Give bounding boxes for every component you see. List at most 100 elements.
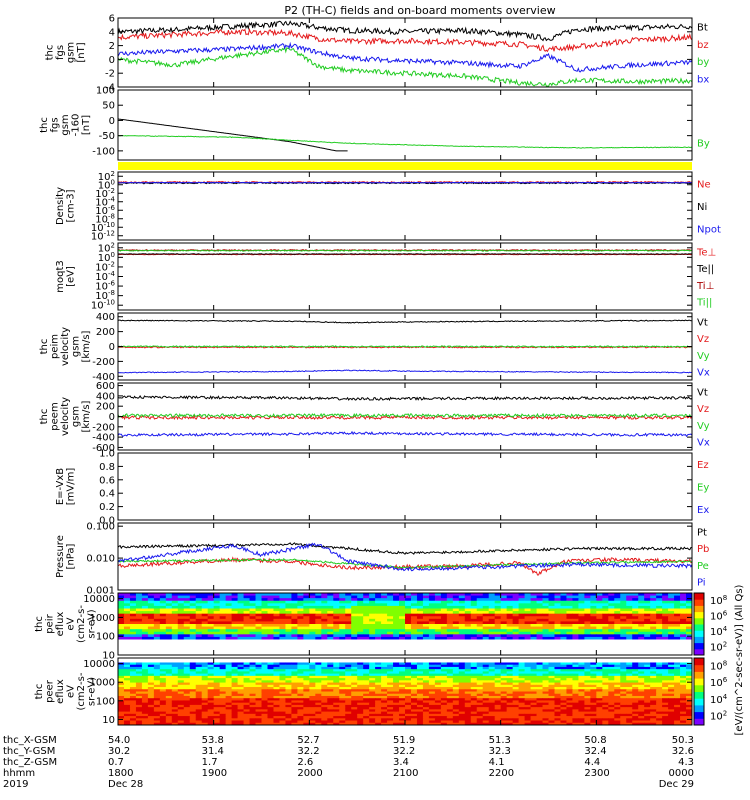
y-tick-label: 400 <box>96 391 115 402</box>
y-axis-label: sr-eV) <box>86 609 97 638</box>
colorbar-cell <box>694 648 704 656</box>
legend-Bt: Bt <box>697 23 708 34</box>
y-axis-label: peer <box>44 679 55 703</box>
colorbar-cell <box>694 698 704 706</box>
y-tick-label: 0.8 <box>99 462 115 473</box>
y-axis-label: Pressure <box>55 535 66 578</box>
series-line-Vz <box>118 345 692 349</box>
y-axis-label: Density <box>55 187 66 225</box>
panel-frame <box>117 522 693 591</box>
y-axis-label: thc <box>34 684 45 700</box>
series-group <box>118 118 692 152</box>
y-tick-label: -4 <box>105 83 115 94</box>
flag-bar <box>118 162 692 170</box>
y-axis-label: thc <box>39 339 50 355</box>
colorbar-cell <box>694 711 704 719</box>
y-axis-label: thc <box>44 45 55 61</box>
time-axis-value: Dec 29 <box>659 779 694 790</box>
time-axis-row-label: thc_Y-GSM <box>3 746 55 757</box>
time-axis-value: 50.3 <box>672 735 694 746</box>
time-axis-value: 32.6 <box>672 746 694 757</box>
heatmap-cells <box>118 658 692 725</box>
colorbar-cell <box>694 718 704 726</box>
y-tick-label: 2 <box>109 41 115 52</box>
panel-pressure: Pt Pb Pe Pi 0.100 0.010 0.001 Pressure [nPa] <box>55 522 710 597</box>
series-line-Vt <box>118 394 692 402</box>
legend-Ni: Ni <box>697 202 707 213</box>
time-axis-value: 32.3 <box>489 746 511 757</box>
y-axis-label: [nPa] <box>65 543 76 569</box>
time-axis-row-label: thc_X-GSM <box>3 735 57 746</box>
legend-Te||: Te|| <box>696 264 714 275</box>
panel-fgs_dev: By 100 50 0 -50 -100 thc fgs gsm -160 [nT] <box>39 86 710 161</box>
y-tick-label: 0 <box>109 55 115 66</box>
time-axis-value: Dec 28 <box>108 779 143 790</box>
y-tick-label: -2 <box>105 69 115 80</box>
colorbar-cell <box>694 684 704 692</box>
colorbar-tick-label: 106 <box>710 609 728 622</box>
panel-frame <box>117 452 693 521</box>
y-axis-label: thc <box>34 616 45 632</box>
time-axis-value: 32.4 <box>584 746 606 757</box>
y-tick-label: 0.0 <box>99 516 115 527</box>
time-axis: thc_X-GSM 54.0 53.8 52.7 51.9 51.3 50.8 50.3 thc… <box>3 735 694 790</box>
panel-efield: Ez Ey Ex 1.0 0.8 0.6 0.4 0.2 0.0 E=-VxB [mV/m] <box>55 449 710 527</box>
legend-Vz: Vz <box>697 334 709 345</box>
panel-fgs: Bt bz by bx 6 4 2 0 -2 -4 thc fgs gsm [nT] <box>44 14 709 94</box>
legend-Pt: Pt <box>697 527 707 538</box>
y-axis-label: [nT] <box>81 115 92 135</box>
legend-Npot: Npot <box>697 225 721 236</box>
y-tick-label: 400 <box>96 312 115 323</box>
series-line-bx <box>118 41 692 73</box>
y-tick-label: 1000 <box>90 678 115 689</box>
colorbar-cell <box>694 605 704 613</box>
colorbar-tick-label: 102 <box>710 710 727 723</box>
colorbar-cell <box>694 630 704 637</box>
time-axis-value: 2.6 <box>297 757 313 768</box>
y-axis-label: thc <box>39 409 50 425</box>
y-tick-label: 0.100 <box>86 522 115 533</box>
series-line-Vy <box>118 412 692 419</box>
series-line-Bt <box>118 20 692 42</box>
y-axis-label: fgs <box>55 45 66 60</box>
legend-Vz: Vz <box>697 404 709 415</box>
colorbar-frame <box>693 592 705 656</box>
y-axis-label: [km/s] <box>81 330 92 362</box>
legend-by: by <box>697 57 709 68</box>
time-axis-row-label: 2019 <box>3 779 28 790</box>
time-axis-value: 0000 <box>669 768 694 779</box>
colorbar-cell <box>694 671 704 679</box>
y-axis-label: velocity <box>60 327 71 366</box>
time-axis-value: 0.7 <box>108 757 124 768</box>
legend-Vx: Vx <box>697 438 710 449</box>
legend-Te⊥: Te⊥ <box>696 247 716 258</box>
series-line-trace <box>118 118 348 152</box>
y-tick-label: 10 <box>102 651 115 662</box>
legend-Pe: Pe <box>697 561 709 572</box>
colorbar-tick-label: 106 <box>710 676 728 689</box>
colorbar-cell <box>694 642 704 650</box>
time-axis-value: 4.4 <box>584 757 600 768</box>
y-tick-label: 10000 <box>83 659 115 670</box>
y-tick-label: 50 <box>102 101 115 112</box>
time-axis-value: 1900 <box>202 768 227 779</box>
y-axis-label: (cm2-s- <box>76 605 87 643</box>
panel-peer: 10000 1000 100 10 thc peer eflux eV (cm2-s-sr-eV… <box>34 657 693 726</box>
y-axis-label: moqt3 <box>55 260 66 293</box>
y-tick-label: 6 <box>109 14 115 25</box>
y-axis-label: gsm <box>60 114 71 135</box>
y-axis-label: velocity <box>60 397 71 436</box>
series-line-Vx <box>118 430 692 438</box>
colorbar-cell <box>694 624 704 631</box>
y-tick-label: 10 <box>102 715 115 726</box>
series-line-Pi <box>118 542 692 572</box>
y-axis-label: eflux <box>55 612 66 637</box>
time-axis-value: 53.8 <box>202 735 224 746</box>
y-tick-label: 4 <box>109 27 115 38</box>
series-line-By <box>118 134 692 149</box>
y-tick-label: 0 <box>109 412 115 423</box>
series-group <box>118 20 692 87</box>
time-axis-value: 1800 <box>108 768 133 779</box>
y-axis-label: [cm-3] <box>65 189 76 222</box>
